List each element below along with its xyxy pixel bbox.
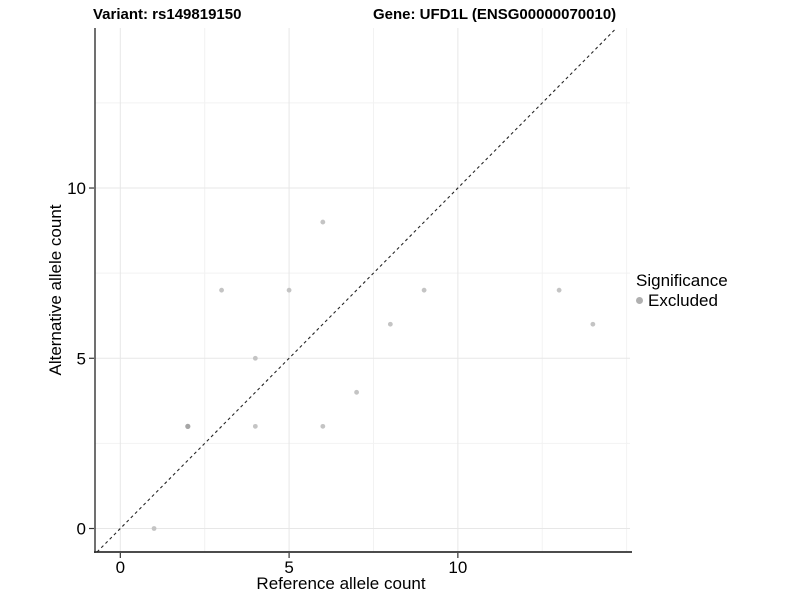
data-point <box>590 321 596 327</box>
x-axis-title: Reference allele count <box>256 574 426 593</box>
legend-title: Significance <box>636 271 728 290</box>
x-tick-label: 0 <box>116 558 125 577</box>
legend-point-icon <box>636 297 643 304</box>
data-point <box>151 526 157 531</box>
data-point <box>354 389 359 395</box>
data-point <box>421 287 427 293</box>
data-point <box>252 423 258 429</box>
data-point <box>219 287 224 293</box>
y-tick-label: 5 <box>77 349 86 368</box>
y-axis-title: Alternative allele count <box>46 204 65 376</box>
legend-item-label: Excluded <box>648 291 718 310</box>
data-point <box>286 287 292 293</box>
data-point <box>252 355 258 361</box>
x-tick-label: 5 <box>284 558 293 577</box>
x-tick-label: 10 <box>448 558 467 577</box>
legend: Significance Excluded <box>636 271 728 310</box>
legend-item-excluded: Excluded <box>636 291 728 310</box>
data-point <box>320 219 326 225</box>
data-point <box>387 321 393 327</box>
variant-title: Variant: rs149819150 <box>93 6 242 23</box>
data-point <box>320 423 326 429</box>
data-point <box>556 287 562 293</box>
data-point <box>185 423 191 429</box>
identity-line <box>96 27 617 553</box>
y-tick-label: 0 <box>77 520 86 539</box>
y-tick-label: 10 <box>67 179 86 198</box>
gene-title: Gene: UFD1L (ENSG00000070010) <box>373 6 617 23</box>
